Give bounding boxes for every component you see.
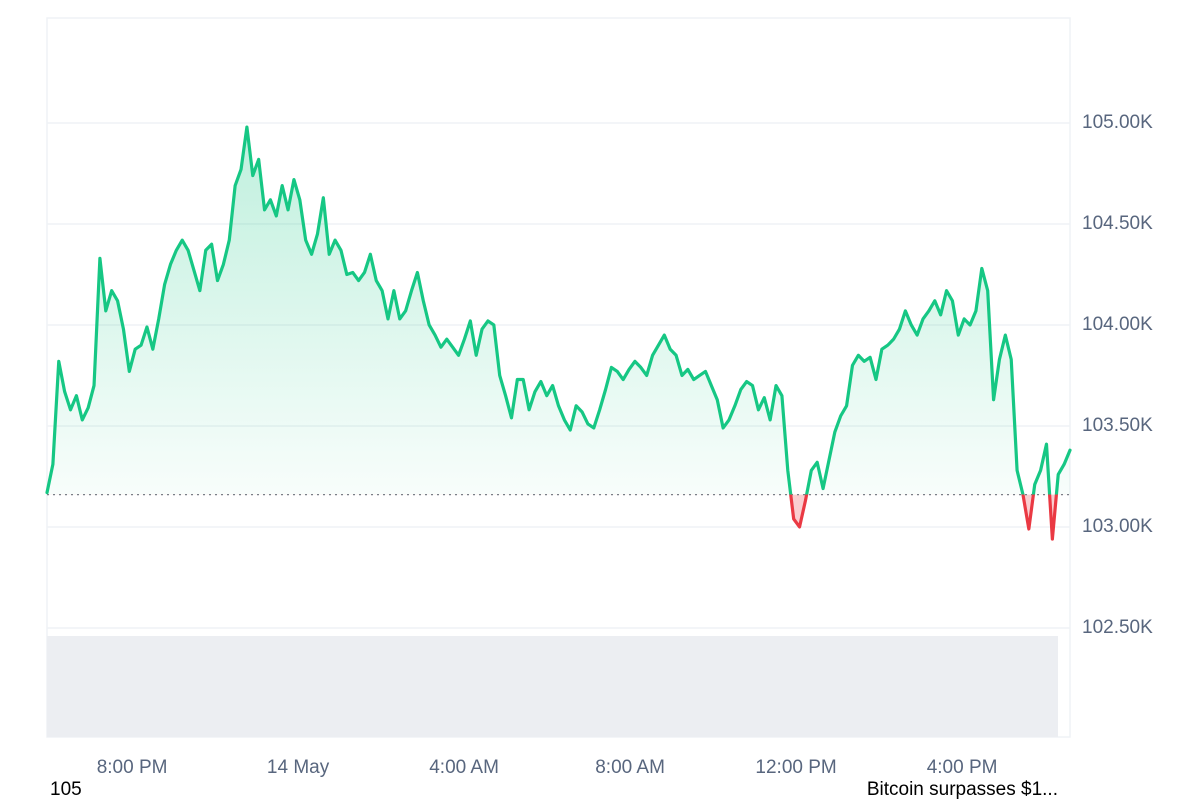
volume-band (47, 636, 1058, 737)
axis-labels: 102.50K 103.00K 103.50K 104.00K 104.50K 105.0… (97, 112, 1153, 778)
x-tick-label: 8:00 AM (595, 757, 665, 778)
series (45, 125, 1072, 541)
x-tick-label: 8:00 PM (97, 757, 168, 778)
y-tick-label: 104.00K (1082, 314, 1153, 335)
y-tick-label: 103.50K (1082, 415, 1153, 436)
y-tick-label: 102.50K (1082, 617, 1153, 638)
price-line (45, 125, 1072, 541)
x-tick-label: 4:00 PM (927, 757, 998, 778)
x-tick-label: 14 May (267, 757, 330, 778)
y-tick-label: 104.50K (1082, 213, 1153, 234)
x-tick-label: 12:00 PM (755, 757, 836, 778)
caption-left: 105 (50, 779, 82, 800)
y-tick-label: 105.00K (1082, 112, 1153, 133)
x-tick-label: 4:00 AM (429, 757, 499, 778)
caption-right: Bitcoin surpasses $1... (867, 779, 1058, 800)
y-tick-label: 103.00K (1082, 516, 1153, 537)
